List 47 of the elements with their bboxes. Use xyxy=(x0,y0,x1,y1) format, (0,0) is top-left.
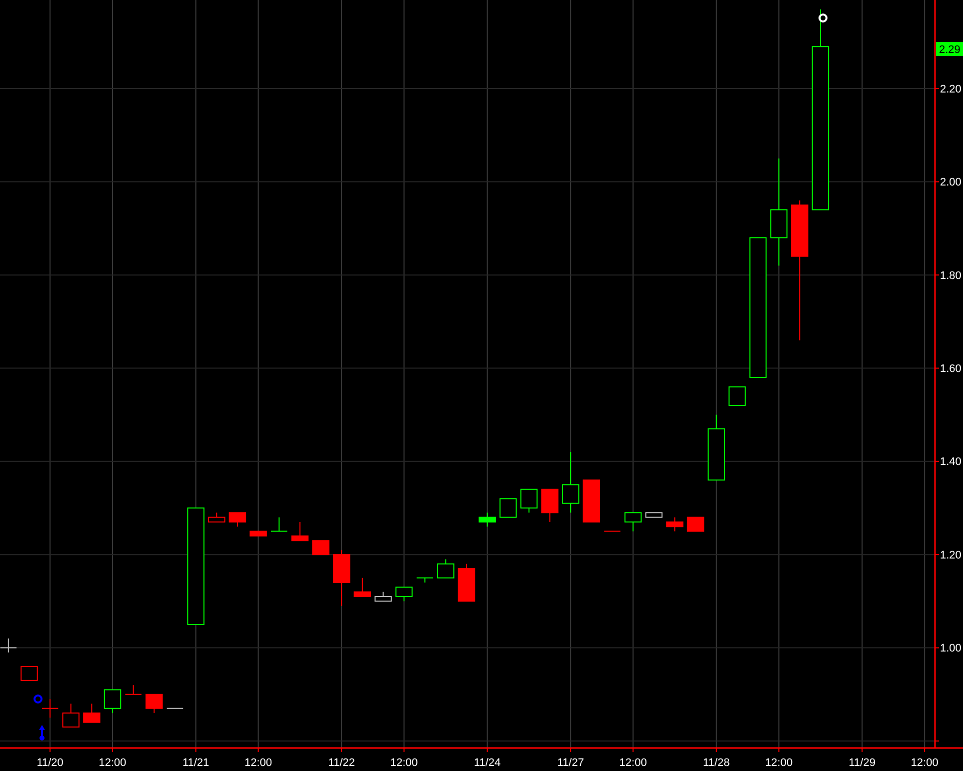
candlestick xyxy=(228,512,246,528)
y-tick-label: 1.00 xyxy=(940,642,962,655)
y-tick-label: 2.20 xyxy=(940,83,962,96)
x-tick-label: 11/28 xyxy=(703,757,730,769)
text: 2.29 xyxy=(939,44,960,56)
y-tick-label: 1.20 xyxy=(940,549,962,562)
candlestick xyxy=(562,452,580,514)
candlestick xyxy=(374,591,392,602)
x-tick-label: 11/20 xyxy=(36,757,64,769)
candlestick xyxy=(354,577,372,598)
candlestick xyxy=(146,694,163,714)
candlestick xyxy=(270,516,288,532)
candlestick xyxy=(686,516,704,532)
candlestick xyxy=(0,638,18,653)
y-tick-label: 1.40 xyxy=(940,456,962,468)
candlestick xyxy=(395,586,413,602)
candlestick xyxy=(312,540,330,556)
candlestick xyxy=(291,521,309,542)
y-tick-label: 1.60 xyxy=(940,363,962,376)
y-tick-label: 1.80 xyxy=(940,270,962,282)
y-tick-label: 2.00 xyxy=(940,176,962,189)
x-tick-label: 12:00 xyxy=(619,757,647,769)
x-tick-label: 11/27 xyxy=(557,757,584,769)
candlestick xyxy=(500,498,517,518)
candlestick xyxy=(83,703,100,723)
x-tick-label: 11/24 xyxy=(474,757,501,769)
candlestick xyxy=(541,488,558,522)
x-tick-label: 11/22 xyxy=(328,757,355,769)
candlestick xyxy=(208,512,226,522)
x-tick-label: 12:00 xyxy=(244,757,272,769)
candlestick xyxy=(41,698,59,718)
candlestick xyxy=(624,512,642,532)
x-tick-label: 11/21 xyxy=(182,757,210,769)
candlestick xyxy=(666,516,684,532)
candlestick xyxy=(478,512,496,528)
x-tick-label: 11/29 xyxy=(848,757,876,769)
candlestick xyxy=(437,558,454,578)
candlestick xyxy=(124,684,142,695)
x-tick-label: 12:00 xyxy=(765,757,793,769)
candlestick xyxy=(728,386,746,406)
x-tick-label: 12:00 xyxy=(390,757,418,769)
candlestick xyxy=(62,703,80,728)
candlestick xyxy=(520,488,538,514)
candlestick xyxy=(20,666,38,681)
candlestick xyxy=(104,689,122,714)
x-tick-label: 12:00 xyxy=(910,757,938,769)
x-tick-label: 12:00 xyxy=(98,757,126,769)
